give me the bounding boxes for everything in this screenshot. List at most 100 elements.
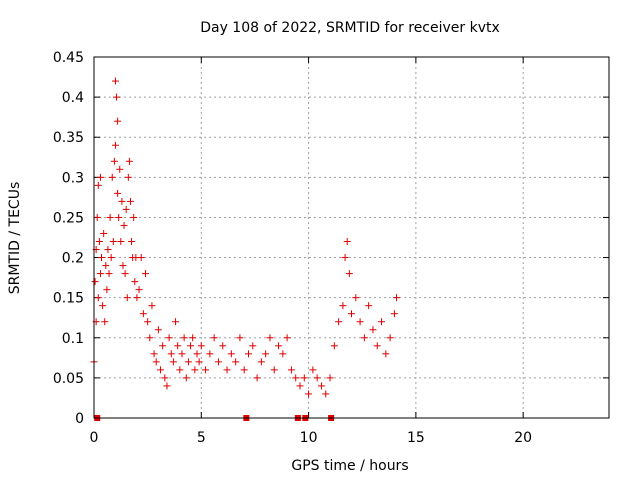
data-point: [95, 238, 103, 246]
data-point: [339, 302, 347, 310]
data-point: [137, 254, 145, 262]
data-point: [122, 205, 130, 213]
data-point: [93, 213, 101, 221]
y-tick-label: 0.25: [53, 210, 84, 226]
data-point: [206, 350, 214, 358]
data-point: [309, 366, 317, 374]
data-point: [142, 270, 149, 278]
data-point: [341, 254, 349, 262]
data-point: [184, 358, 192, 366]
data-point: [101, 318, 109, 326]
data-point: [144, 318, 152, 326]
data-point: [262, 350, 270, 358]
data-point: [150, 350, 158, 358]
data-point: [253, 374, 261, 382]
data-point: [98, 254, 106, 262]
y-tick-label: 0.3: [62, 170, 84, 186]
data-point: [146, 334, 154, 342]
data-point: [133, 294, 141, 302]
data-point: [178, 350, 186, 358]
data-point: [169, 358, 177, 366]
x-tick-label: 20: [514, 430, 532, 446]
data-point: [110, 157, 118, 165]
data-point: [317, 382, 325, 390]
data-point: [126, 197, 134, 205]
data-point: [157, 366, 165, 374]
x-tick-label: 0: [90, 430, 99, 446]
data-point: [107, 254, 115, 262]
data-point: [100, 229, 108, 237]
x-tick-label: 15: [407, 430, 425, 446]
data-point: [91, 278, 99, 286]
data-point: [161, 374, 169, 382]
data-point: [131, 278, 139, 286]
data-point: [103, 286, 111, 294]
data-point: [165, 334, 173, 342]
data-point: [108, 173, 116, 181]
data-points: [90, 77, 401, 421]
data-point: [94, 294, 102, 302]
data-point: [96, 270, 104, 278]
data-point: [360, 334, 368, 342]
data-point: [105, 270, 113, 278]
data-point: [287, 366, 295, 374]
data-point: [322, 390, 330, 398]
data-point: [135, 286, 143, 294]
data-point: [96, 173, 104, 181]
data-point: [119, 262, 127, 270]
data-point: [232, 358, 240, 366]
grid-lines: [94, 57, 609, 418]
data-point: [113, 93, 121, 101]
data-point: [300, 374, 308, 382]
data-point: [365, 302, 373, 310]
data-point: [94, 181, 102, 189]
data-point: [111, 141, 119, 149]
y-tick-label: 0.4: [62, 90, 84, 106]
data-point: [116, 165, 124, 173]
data-point: [124, 173, 132, 181]
data-point: [128, 238, 136, 246]
data-point: [172, 318, 180, 326]
data-point: [114, 189, 122, 197]
data-point: [393, 294, 401, 302]
data-point: [167, 350, 175, 358]
data-point: [330, 342, 338, 350]
data-point: [148, 302, 156, 310]
data-point: [139, 310, 147, 318]
data-point: [117, 238, 125, 246]
data-point: [249, 342, 257, 350]
data-point: [219, 342, 227, 350]
data-point: [180, 334, 188, 342]
data-point: [152, 358, 160, 366]
data-point: [210, 334, 218, 342]
data-point: [356, 318, 364, 326]
data-point: [348, 310, 355, 318]
data-point: [390, 310, 398, 318]
y-axis-label: SRMTID / TECUs: [7, 182, 23, 295]
data-point: [305, 390, 313, 398]
data-point: [369, 326, 377, 334]
data-point: [313, 374, 321, 382]
y-tick-label: 0.35: [53, 130, 84, 146]
data-point: [270, 366, 278, 374]
data-point: [214, 358, 222, 366]
data-point: [283, 334, 291, 342]
data-point: [182, 374, 190, 382]
y-tick-label: 0.05: [53, 371, 84, 387]
data-point: [296, 382, 304, 390]
data-point: [386, 334, 394, 342]
data-point: [121, 270, 129, 278]
data-point: [195, 358, 203, 366]
y-tick-label: 0.1: [62, 331, 84, 347]
data-point: [154, 326, 162, 334]
y-axis-ticks: 0 0.05 0.1 0.15 0.2 0.25 0.3 0.35 0.4 0.45: [53, 50, 609, 427]
data-point: [191, 366, 199, 374]
y-tick-label: 0.45: [53, 50, 84, 66]
data-point: [382, 350, 390, 358]
chart-title: Day 108 of 2022, SRMTID for receiver kvt…: [200, 20, 500, 36]
data-point: [106, 213, 114, 221]
plot-frame: [93, 56, 610, 419]
data-point: [176, 366, 184, 374]
data-point: [275, 342, 283, 350]
